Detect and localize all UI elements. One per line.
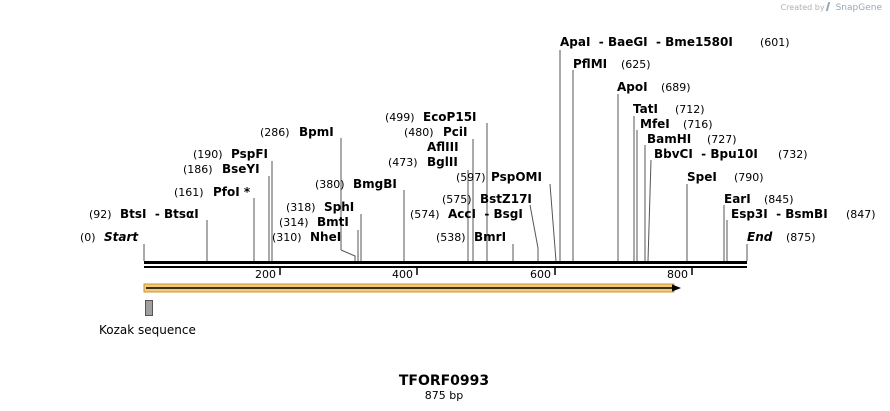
site-name[interactable]: ApoI	[617, 80, 648, 94]
backbone-bottom-strand	[144, 266, 747, 268]
site-name[interactable]: Esp3I - BsmBI	[731, 207, 828, 221]
site-pos: (732)	[778, 148, 808, 161]
orf-feature[interactable]	[143, 283, 681, 293]
site-name[interactable]: NheI	[310, 230, 341, 244]
site-name[interactable]: TatI	[633, 102, 658, 116]
site-name[interactable]: BmgBI	[353, 177, 397, 191]
site-pos: (318)	[286, 201, 316, 214]
site-name[interactable]: PspFI	[231, 147, 268, 161]
backbone-top-strand	[144, 261, 747, 264]
site-pos: (314)	[279, 216, 309, 229]
site-pos: (597)	[456, 171, 486, 184]
site-name[interactable]: EcoP15I	[423, 110, 477, 124]
site-pos: (480)	[404, 126, 434, 139]
site-pos: (847)	[846, 208, 876, 221]
site-pos: (0)	[80, 231, 96, 244]
site-line-bbvci	[647, 159, 652, 262]
credit-brand: SnapGene	[835, 3, 882, 13]
site-name[interactable]: BbvCI - Bpu10I	[654, 147, 758, 161]
site-pos: (310)	[272, 231, 302, 244]
site-pos: (286)	[260, 126, 290, 139]
kozak-feature[interactable]: Kozak sequence	[99, 300, 196, 338]
site-names: Start BtsI - BtsαI PfoI * BseYI PspFI Bp…	[104, 35, 828, 244]
site-pos: (689)	[661, 81, 691, 94]
site-pos: (845)	[764, 193, 794, 206]
site-start-label[interactable]: Start	[104, 230, 139, 244]
site-name[interactable]: BmrI	[474, 230, 506, 244]
site-name[interactable]: BmtI	[317, 215, 349, 229]
site-pos: (380)	[315, 178, 345, 191]
site-pos: (575)	[442, 193, 472, 206]
site-lines	[143, 50, 748, 262]
credit-prefix: Created by	[780, 3, 825, 12]
site-pos: (190)	[193, 148, 223, 161]
site-end-label[interactable]: End	[747, 230, 773, 244]
site-name[interactable]: BseYI	[222, 162, 260, 176]
sequence-title: TFORF0993	[399, 373, 489, 389]
orf-arrow-head	[672, 284, 681, 292]
sequence-length: 875 bp	[425, 389, 463, 402]
site-name[interactable]: BamHI	[647, 132, 691, 146]
site-positions: (0) (92) (161) (186) (190) (286) (310) (…	[80, 36, 876, 244]
site-name[interactable]: SpeI	[687, 170, 717, 184]
site-pos: (790)	[734, 171, 764, 184]
site-pos: (601)	[760, 36, 790, 49]
site-pos: (499)	[385, 111, 415, 124]
site-pos: (92)	[89, 208, 112, 221]
site-pos: (716)	[683, 118, 713, 131]
site-name[interactable]: AflIII	[427, 140, 459, 154]
site-pos: (186)	[183, 163, 213, 176]
site-line-pspomi	[549, 183, 557, 262]
site-name[interactable]: PfoI *	[213, 185, 251, 199]
site-line-bstz17i	[529, 204, 539, 261]
site-name[interactable]: SphI	[324, 200, 354, 214]
site-name[interactable]: AccI - BsgI	[448, 207, 523, 221]
site-pos: (727)	[707, 133, 737, 146]
site-name[interactable]: BstZ17I	[480, 192, 532, 206]
site-name[interactable]: ApaI - BaeGI - Bme1580I	[560, 35, 733, 49]
site-pos: (875)	[786, 231, 816, 244]
site-name[interactable]: MfeI	[640, 117, 670, 131]
site-pos: (625)	[621, 58, 651, 71]
ruler-tick-label: 400	[392, 268, 413, 281]
site-pos: (161)	[174, 186, 204, 199]
site-name[interactable]: PflMI	[573, 57, 607, 71]
ruler-tick-label: 600	[530, 268, 551, 281]
site-name[interactable]: BglII	[427, 155, 458, 169]
ruler-tick-label: 800	[667, 268, 688, 281]
site-line-nhei	[340, 249, 356, 261]
site-name[interactable]: BpmI	[299, 125, 334, 139]
site-name[interactable]: EarI	[724, 192, 751, 206]
snapgene-credit: Created by SnapGene	[781, 2, 882, 13]
ruler-tick-label: 200	[255, 268, 276, 281]
kozak-label: Kozak sequence	[99, 323, 196, 337]
site-pos: (574)	[410, 208, 440, 221]
site-pos: (712)	[675, 103, 705, 116]
kozak-box[interactable]	[145, 300, 153, 316]
site-name[interactable]: PciI	[443, 125, 468, 139]
site-pos: (538)	[436, 231, 466, 244]
site-name[interactable]: BtsI - BtsαI	[120, 207, 199, 221]
ruler: 200 400 600 800	[255, 268, 693, 281]
site-pos: (473)	[388, 156, 418, 169]
site-name[interactable]: PspOMI	[491, 170, 542, 184]
